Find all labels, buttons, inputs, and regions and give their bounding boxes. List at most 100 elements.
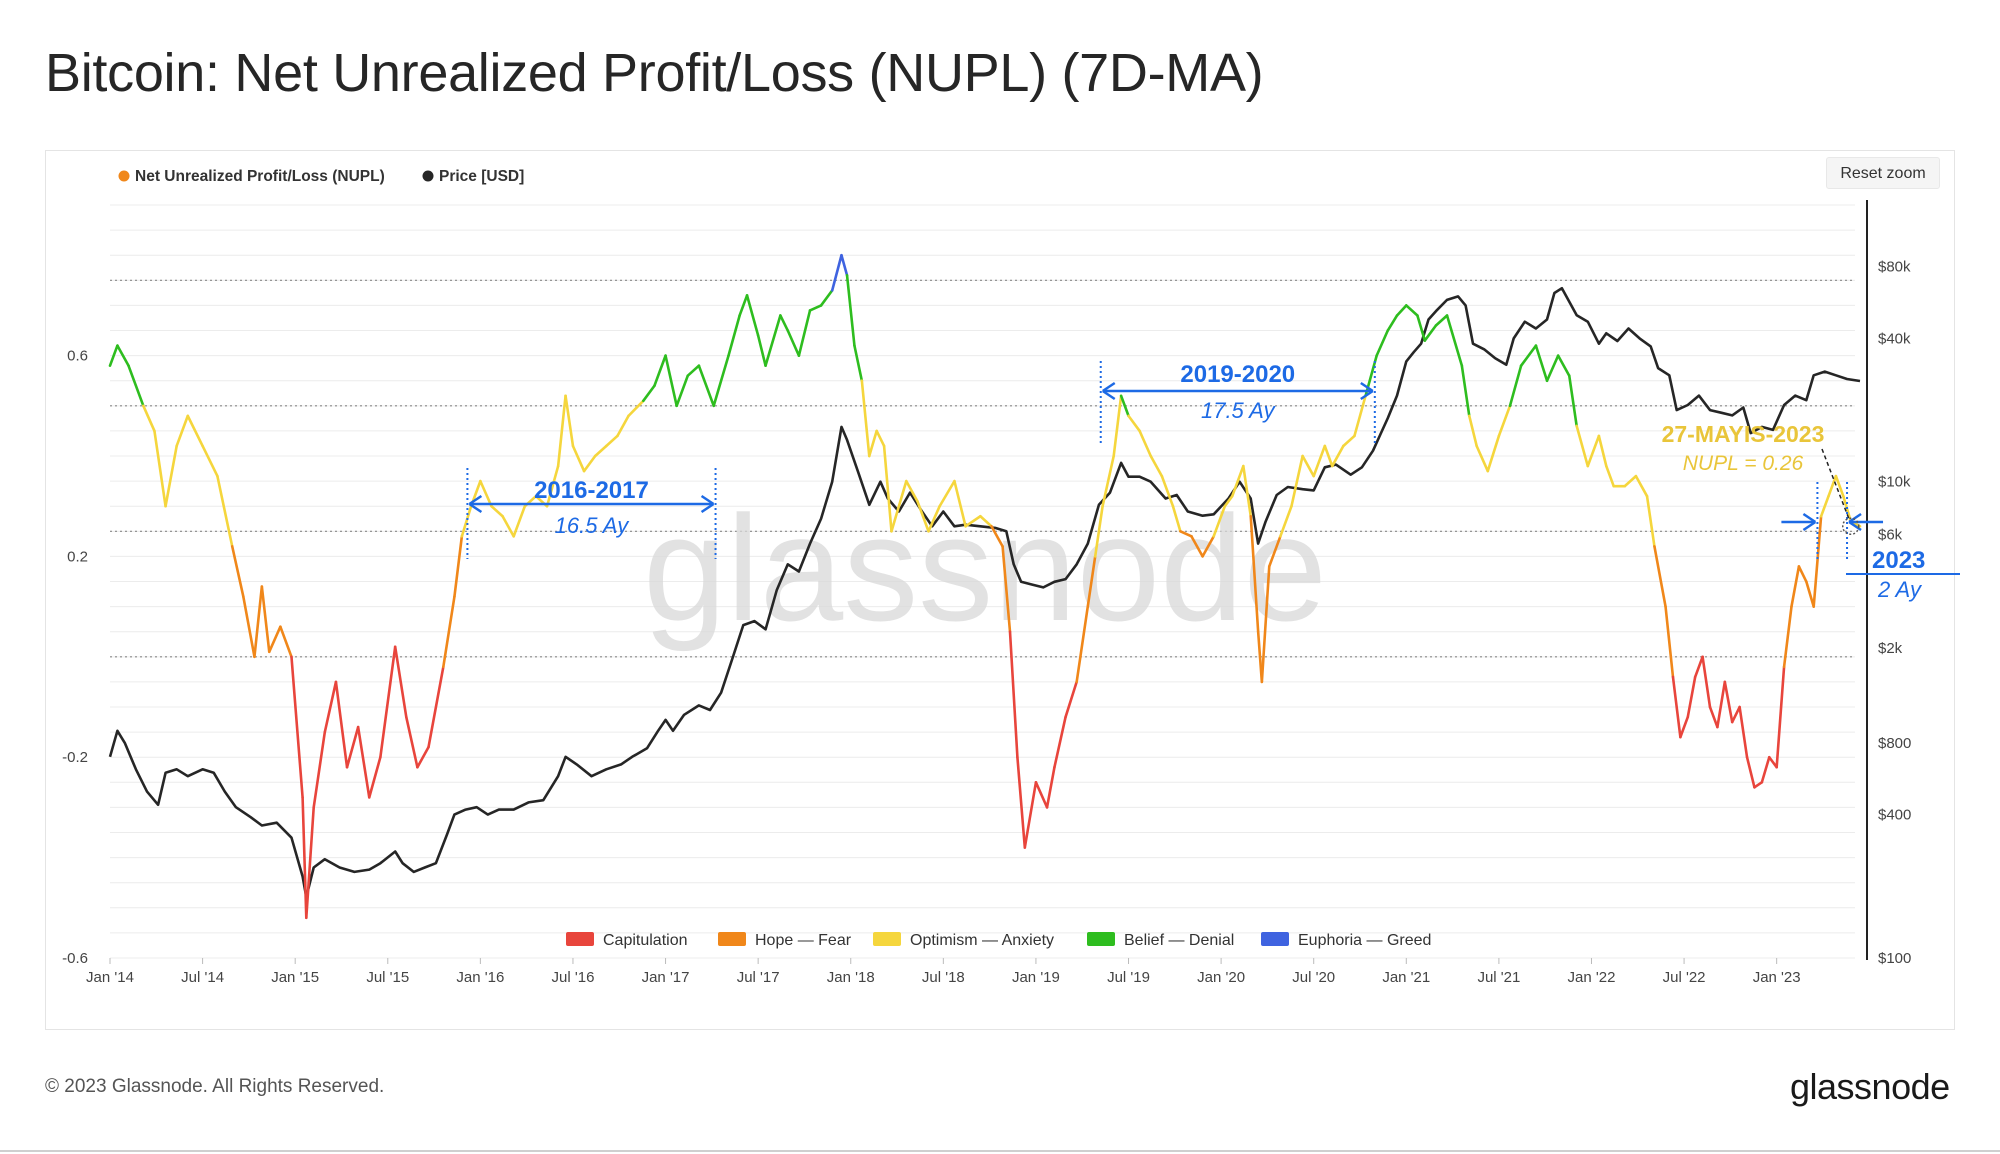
x-axis-tick-label: Jul '19	[1107, 969, 1150, 986]
nupl-segment	[230, 545, 245, 598]
x-axis-tick-label: Jan '23	[1753, 969, 1801, 986]
nupl-segment	[1242, 464, 1253, 518]
nupl-segment	[1556, 354, 1571, 378]
nupl-segment	[479, 479, 493, 508]
nupl-segment	[267, 625, 282, 654]
nupl-segment	[686, 364, 701, 378]
nupl-segment	[1434, 314, 1449, 327]
nupl-segment	[564, 394, 575, 448]
nupl-segment	[323, 680, 338, 734]
right-axis-tick-label: $40k	[1878, 330, 1911, 347]
nupl-segment	[1127, 414, 1141, 433]
nupl-segment	[853, 344, 864, 383]
nupl-segment	[1508, 364, 1523, 408]
nupl-segment	[904, 479, 919, 503]
nupl-segment	[1693, 655, 1704, 679]
legend-swatch	[1261, 932, 1289, 946]
nupl-segment	[756, 334, 767, 367]
nupl-segment	[845, 274, 856, 347]
nupl-segment	[1634, 474, 1649, 498]
nupl-segment	[653, 354, 667, 388]
nupl-segment	[808, 304, 823, 312]
nupl-segment	[1664, 605, 1675, 679]
chart-frame	[45, 150, 1955, 1030]
nupl-segment	[1738, 705, 1749, 759]
nupl-segment	[1093, 504, 1104, 558]
nupl-segment	[1686, 675, 1697, 719]
nupl-segment	[1423, 324, 1438, 342]
right-axis-tick-label: $80k	[1878, 259, 1911, 276]
nupl-segment	[1342, 434, 1356, 448]
nupl-segment	[1497, 404, 1512, 438]
left-axis-tick-label: 0.2	[67, 548, 88, 565]
point-marker	[1841, 517, 1860, 536]
nupl-segment	[116, 344, 130, 367]
nupl-segment	[301, 796, 308, 920]
range-sublabel: 16.5 Ay	[555, 513, 631, 538]
nupl-segment	[1034, 781, 1049, 809]
right-axis-tick-label: $100	[1878, 950, 1911, 967]
nupl-segment	[927, 504, 941, 533]
nupl-segment	[175, 414, 190, 448]
nupl-segment	[786, 329, 801, 357]
nupl-segment	[1645, 494, 1656, 548]
nupl-segment	[1375, 329, 1390, 357]
nupl-segment	[379, 645, 397, 759]
nupl-segment	[953, 479, 967, 528]
nupl-segment	[916, 499, 930, 533]
copyright-text: © 2023 Glassnode. All Rights Reserved.	[45, 1076, 385, 1097]
nupl-segment	[108, 344, 119, 367]
nupl-segment	[1701, 655, 1712, 709]
legend-item-label: Euphoria — Greed	[1298, 932, 1431, 949]
page-title: Bitcoin: Net Unrealized Profit/Loss (NUP…	[45, 43, 1264, 103]
nupl-segment	[253, 585, 264, 659]
nupl-segment	[1745, 755, 1756, 789]
nupl-segment	[797, 309, 812, 357]
range-arrow-head	[1848, 512, 1862, 532]
nupl-segment	[416, 745, 430, 769]
nupl-segment	[142, 404, 156, 433]
nupl-segment	[1001, 545, 1012, 634]
range-sublabel: 2 Ay	[1877, 577, 1923, 602]
nupl-segment	[764, 314, 782, 367]
nupl-segment	[1775, 665, 1786, 769]
nupl-segment	[1323, 444, 1334, 468]
nupl-segment	[442, 595, 456, 669]
right-axis-tick-label: $800	[1878, 735, 1911, 752]
nupl-segment	[427, 665, 445, 749]
x-axis-tick-label: Jan '20	[1197, 969, 1245, 986]
nupl-segment	[1016, 755, 1027, 849]
nupl-segment	[1819, 494, 1830, 518]
nupl-segment	[1171, 504, 1182, 533]
legend-item-label: Hope — Fear	[755, 932, 852, 949]
annotations: 2016-2017 16.5 Ay 2019-2020 17.5 Ay 2023 2 Ay…	[466, 361, 1960, 602]
nupl-segment	[642, 384, 656, 403]
nupl-segment	[1223, 494, 1234, 508]
nupl-segment	[1767, 755, 1778, 769]
nupl-segment	[356, 725, 371, 799]
legend-item-label: Price [USD]	[439, 168, 524, 185]
reset-zoom-button[interactable]: Reset zoom	[1826, 157, 1940, 189]
x-axis-tick-label: Jul '21	[1477, 969, 1520, 986]
x-axis-tick-label: Jan '16	[456, 969, 504, 986]
legend-swatch	[566, 932, 594, 946]
nupl-segment	[840, 253, 849, 277]
left-axis-tick-label: 0.6	[67, 348, 88, 365]
range-arrow-head	[700, 494, 715, 514]
nupl-segment	[1312, 444, 1327, 478]
nupl-segment	[304, 806, 316, 920]
range-label: 2019-2020	[1180, 361, 1295, 388]
left-axis-tick-label: -0.2	[62, 749, 88, 766]
nupl-segment	[1575, 424, 1590, 468]
x-axis-tick-label: Jul '22	[1663, 969, 1706, 986]
nupl-segment	[1023, 781, 1038, 849]
legend-marker	[118, 170, 130, 182]
nupl-segment	[153, 429, 167, 508]
nupl-segment	[1064, 680, 1078, 719]
nupl-segment	[627, 399, 645, 418]
nupl-segment	[490, 504, 504, 518]
right-axis-tick-label: $10k	[1878, 474, 1911, 491]
nupl-segment	[290, 655, 304, 799]
nupl-segment	[1545, 354, 1560, 383]
